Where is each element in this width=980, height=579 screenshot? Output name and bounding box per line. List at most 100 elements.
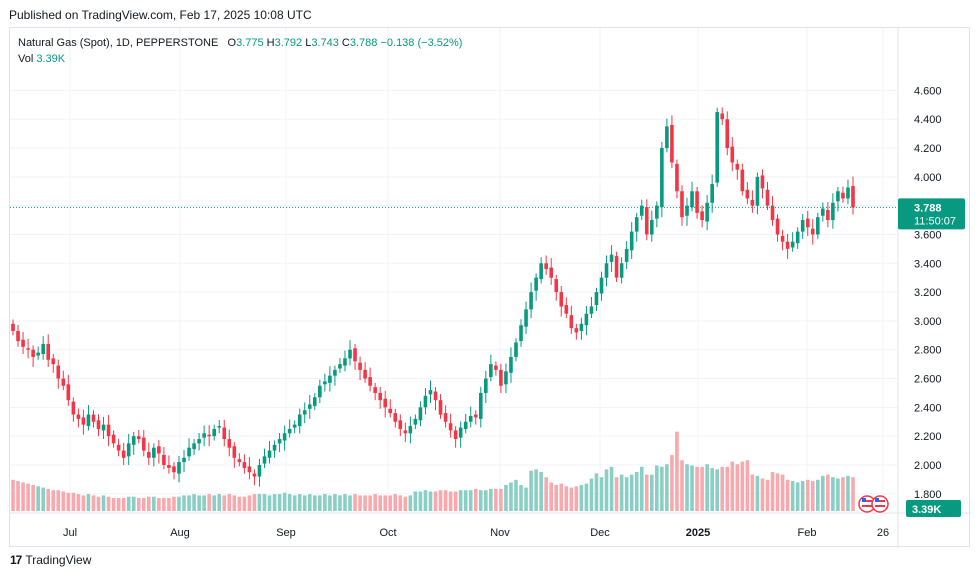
candle-body[interactable] bbox=[453, 430, 458, 440]
candle-body[interactable] bbox=[504, 371, 508, 385]
candle-body[interactable] bbox=[846, 187, 850, 199]
candle-body[interactable] bbox=[815, 217, 820, 235]
candle-body[interactable] bbox=[629, 231, 634, 251]
candle-body[interactable] bbox=[197, 439, 201, 444]
candle-body[interactable] bbox=[182, 457, 186, 463]
candle-body[interactable] bbox=[685, 205, 689, 216]
candle-body[interactable] bbox=[36, 352, 40, 356]
candle-body[interactable] bbox=[750, 199, 755, 206]
candle-body[interactable] bbox=[634, 217, 639, 232]
candle-body[interactable] bbox=[277, 439, 282, 444]
candle-body[interactable] bbox=[227, 439, 232, 448]
candle-body[interactable] bbox=[21, 339, 25, 347]
candle-body[interactable] bbox=[368, 377, 372, 386]
candle-body[interactable] bbox=[665, 126, 669, 149]
candle-body[interactable] bbox=[252, 473, 257, 477]
legend-volume-label[interactable]: Vol bbox=[18, 53, 34, 65]
candle-body[interactable] bbox=[383, 398, 388, 408]
candle-body[interactable] bbox=[26, 348, 30, 350]
candle-body[interactable] bbox=[323, 381, 327, 385]
candle-body[interactable] bbox=[353, 348, 357, 362]
candle-body[interactable] bbox=[695, 191, 699, 213]
candle-body[interactable] bbox=[680, 191, 684, 218]
candle-body[interactable] bbox=[167, 464, 171, 468]
candle-body[interactable] bbox=[604, 263, 609, 278]
candle-body[interactable] bbox=[690, 191, 694, 208]
candle-body[interactable] bbox=[534, 277, 538, 291]
candle-body[interactable] bbox=[96, 420, 101, 429]
candle-body[interactable] bbox=[650, 220, 654, 235]
candle-body[interactable] bbox=[177, 462, 181, 474]
candle-body[interactable] bbox=[670, 124, 674, 163]
candle-body[interactable] bbox=[318, 385, 322, 398]
candle-body[interactable] bbox=[172, 466, 176, 473]
candle-body[interactable] bbox=[237, 459, 242, 463]
candle-body[interactable] bbox=[388, 408, 393, 414]
candle-body[interactable] bbox=[343, 358, 347, 366]
candle-body[interactable] bbox=[433, 391, 438, 401]
candle-body[interactable] bbox=[599, 277, 604, 294]
candle-body[interactable] bbox=[519, 325, 523, 342]
candle-body[interactable] bbox=[333, 369, 337, 376]
candle-body[interactable] bbox=[86, 414, 91, 427]
candle-body[interactable] bbox=[11, 323, 15, 331]
candle-body[interactable] bbox=[468, 416, 473, 422]
candle-body[interactable] bbox=[131, 436, 136, 445]
candle-body[interactable] bbox=[735, 163, 740, 170]
candle-body[interactable] bbox=[594, 292, 599, 306]
candle-body[interactable] bbox=[413, 418, 418, 425]
candle-body[interactable] bbox=[116, 444, 121, 451]
candle-body[interactable] bbox=[187, 447, 191, 457]
candle-body[interactable] bbox=[152, 447, 156, 458]
candle-body[interactable] bbox=[675, 163, 679, 192]
candle-body[interactable] bbox=[760, 175, 765, 189]
candle-body[interactable] bbox=[31, 349, 35, 357]
candle-body[interactable] bbox=[639, 205, 644, 216]
candle-body[interactable] bbox=[655, 205, 659, 219]
candle-body[interactable] bbox=[76, 414, 81, 419]
candle-body[interactable] bbox=[56, 365, 61, 379]
candle-body[interactable] bbox=[162, 454, 166, 465]
candle-body[interactable] bbox=[81, 417, 86, 425]
candlestick-chart[interactable]: 4.6004.4004.2004.0003.8003.6003.4003.200… bbox=[10, 28, 971, 548]
candle-body[interactable] bbox=[66, 384, 71, 401]
candle-body[interactable] bbox=[810, 228, 815, 235]
candle-body[interactable] bbox=[121, 450, 126, 458]
candle-body[interactable] bbox=[247, 466, 252, 473]
candle-body[interactable] bbox=[338, 364, 342, 369]
candle-body[interactable] bbox=[579, 323, 584, 331]
candle-body[interactable] bbox=[16, 331, 20, 342]
candle-body[interactable] bbox=[584, 313, 589, 326]
candle-body[interactable] bbox=[403, 430, 408, 434]
candle-body[interactable] bbox=[61, 378, 66, 386]
candle-body[interactable] bbox=[755, 176, 760, 206]
candle-body[interactable] bbox=[836, 191, 840, 202]
chart-frame[interactable]: 4.6004.4004.2004.0003.8003.6003.4003.200… bbox=[9, 27, 971, 548]
candle-body[interactable] bbox=[499, 369, 503, 386]
candle-body[interactable] bbox=[831, 202, 835, 221]
candle-body[interactable] bbox=[463, 421, 468, 429]
candle-body[interactable] bbox=[192, 443, 196, 450]
candle-body[interactable] bbox=[785, 241, 790, 249]
candle-body[interactable] bbox=[609, 254, 614, 262]
candle-body[interactable] bbox=[559, 292, 564, 307]
candle-body[interactable] bbox=[212, 428, 216, 437]
candle-body[interactable] bbox=[101, 424, 106, 431]
candle-body[interactable] bbox=[660, 148, 664, 208]
candle-body[interactable] bbox=[740, 169, 745, 192]
candle-body[interactable] bbox=[292, 424, 297, 428]
candle-body[interactable] bbox=[821, 208, 825, 216]
candle-body[interactable] bbox=[207, 434, 211, 437]
candle-body[interactable] bbox=[765, 189, 770, 206]
candle-body[interactable] bbox=[770, 205, 775, 221]
candle-body[interactable] bbox=[514, 342, 518, 357]
candle-body[interactable] bbox=[141, 437, 146, 451]
candle-body[interactable] bbox=[725, 119, 730, 149]
candle-body[interactable] bbox=[730, 146, 735, 163]
candle-body[interactable] bbox=[46, 343, 51, 360]
candle-body[interactable] bbox=[800, 220, 805, 232]
candle-body[interactable] bbox=[438, 400, 443, 415]
candle-body[interactable] bbox=[157, 446, 161, 454]
candle-body[interactable] bbox=[428, 390, 433, 395]
candle-body[interactable] bbox=[312, 397, 317, 406]
